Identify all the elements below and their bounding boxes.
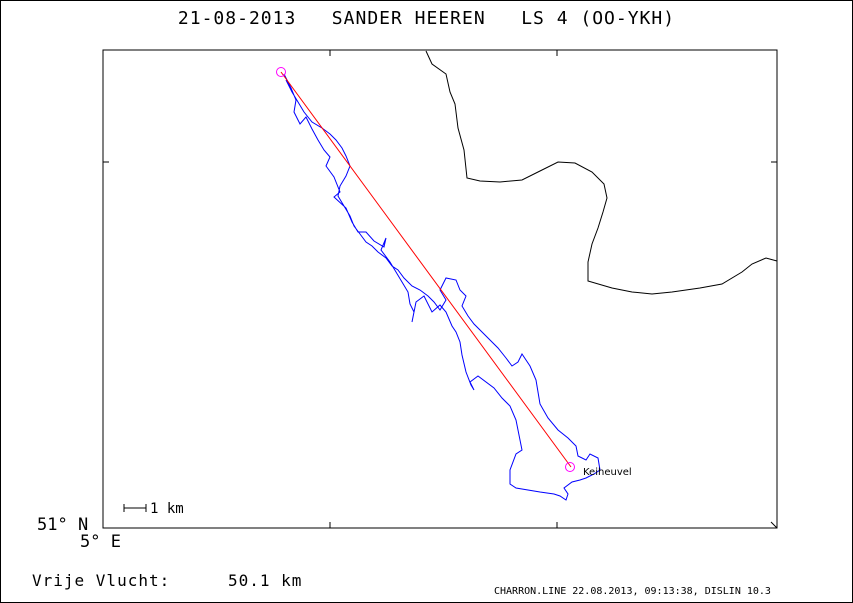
axis-ticks [103,50,778,529]
place-label: Keiheuvel [583,467,632,478]
flight-track [283,73,601,501]
map-frame [102,49,778,529]
border-line [425,50,778,295]
distance-label: Vrije Vlucht: [32,571,171,590]
footer-info: CHARRON.LINE 22.08.2013, 09:13:38, DISLI… [494,586,771,597]
scale-bar-label: 1 km [150,501,184,517]
task-line [280,71,572,468]
longitude-label: 5° E [80,532,121,552]
distance-value: 50.1 km [228,571,303,590]
chart-title: 21-08-2013 SANDER HEEREN LS 4 (OO-YKH) [177,8,676,29]
finish-turnpoint [565,462,575,472]
scale-bar [123,504,147,512]
latitude-label: 51° N [37,515,89,535]
start-turnpoint [276,67,286,77]
